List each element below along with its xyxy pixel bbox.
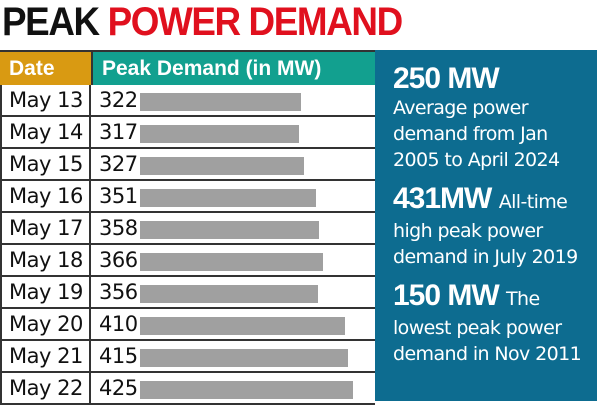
demand-cell: 415 bbox=[91, 341, 375, 371]
date-cell: May 17 bbox=[0, 213, 91, 243]
stat-description: lowest peak power demand in Nov 2011 bbox=[393, 317, 582, 365]
date-cell: May 15 bbox=[0, 149, 91, 179]
table-row: May 13 322 bbox=[0, 85, 375, 117]
table-header: Date Peak Demand (in MW) bbox=[0, 50, 375, 85]
demand-bar bbox=[140, 381, 353, 399]
stat-lead-text: All-time bbox=[498, 191, 568, 213]
demand-value: 366 bbox=[99, 248, 138, 272]
stat-average: 250 MW Average power demand from Jan 200… bbox=[393, 63, 597, 173]
demand-bar bbox=[140, 349, 348, 367]
demand-value: 415 bbox=[99, 344, 138, 368]
demand-cell: 356 bbox=[91, 277, 375, 307]
date-cell: May 19 bbox=[0, 277, 91, 307]
demand-cell: 425 bbox=[91, 373, 375, 403]
demand-value: 425 bbox=[99, 376, 138, 400]
chart-title: PEAK POWER DEMAND bbox=[2, 0, 404, 44]
table-row: May 17 358 bbox=[0, 213, 375, 245]
demand-bar bbox=[140, 189, 316, 207]
stat-figure: 250 MW bbox=[393, 62, 500, 95]
table-row: May 18 366 bbox=[0, 245, 375, 277]
stat-description: high peak power demand in July 2019 bbox=[393, 220, 578, 268]
demand-cell: 410 bbox=[91, 309, 375, 339]
demand-cell: 322 bbox=[91, 85, 375, 115]
demand-bar bbox=[140, 221, 319, 239]
demand-bar bbox=[140, 157, 304, 175]
stat-figure: 150 MW bbox=[393, 279, 500, 312]
table-row: May 16 351 bbox=[0, 181, 375, 213]
date-column-header: Date bbox=[0, 52, 91, 85]
demand-bar bbox=[140, 285, 318, 303]
table-body: May 13 322 May 14 317 May 15 327 May 16 351 May … bbox=[0, 85, 375, 405]
demand-cell: 351 bbox=[91, 181, 375, 211]
table-row: May 22 425 bbox=[0, 373, 375, 405]
demand-value: 322 bbox=[99, 88, 138, 112]
demand-value: 351 bbox=[99, 184, 138, 208]
stat-lowest: 150 MW The lowest peak power demand in N… bbox=[393, 280, 597, 367]
title-part-1: PEAK bbox=[2, 0, 100, 44]
stats-panel: 250 MW Average power demand from Jan 200… bbox=[375, 50, 597, 401]
demand-bar bbox=[140, 93, 301, 111]
demand-cell: 358 bbox=[91, 213, 375, 243]
table-row: May 21 415 bbox=[0, 341, 375, 373]
date-cell: May 18 bbox=[0, 245, 91, 275]
table-row: May 19 356 bbox=[0, 277, 375, 309]
title-part-2: POWER DEMAND bbox=[107, 0, 404, 44]
demand-value: 358 bbox=[99, 216, 138, 240]
table-row: May 15 327 bbox=[0, 149, 375, 181]
stat-figure: 431MW bbox=[393, 182, 492, 215]
stat-description: Average power demand from Jan 2005 to Ap… bbox=[393, 97, 560, 171]
demand-value: 317 bbox=[99, 120, 138, 144]
table-row: May 20 410 bbox=[0, 309, 375, 341]
demand-value: 356 bbox=[99, 280, 138, 304]
demand-bar bbox=[140, 253, 323, 271]
date-cell: May 20 bbox=[0, 309, 91, 339]
demand-table: Date Peak Demand (in MW) May 13 322 May 14… bbox=[0, 50, 375, 405]
demand-value: 327 bbox=[99, 152, 138, 176]
demand-column-header: Peak Demand (in MW) bbox=[91, 52, 375, 85]
stat-all-time-high: 431MW All-time high peak power demand in… bbox=[393, 183, 597, 270]
demand-bar bbox=[140, 317, 345, 335]
stat-figure-line: 150 MW The bbox=[393, 280, 597, 315]
date-cell: May 14 bbox=[0, 117, 91, 147]
demand-cell: 366 bbox=[91, 245, 375, 275]
demand-cell: 317 bbox=[91, 117, 375, 147]
demand-value: 410 bbox=[99, 312, 138, 336]
date-cell: May 22 bbox=[0, 373, 91, 403]
date-cell: May 21 bbox=[0, 341, 91, 371]
table-row: May 14 317 bbox=[0, 117, 375, 149]
demand-cell: 327 bbox=[91, 149, 375, 179]
stat-figure-line: 431MW All-time bbox=[393, 183, 597, 218]
date-cell: May 16 bbox=[0, 181, 91, 211]
demand-bar bbox=[140, 125, 299, 143]
date-cell: May 13 bbox=[0, 85, 91, 115]
stat-lead-text: The bbox=[506, 288, 540, 310]
